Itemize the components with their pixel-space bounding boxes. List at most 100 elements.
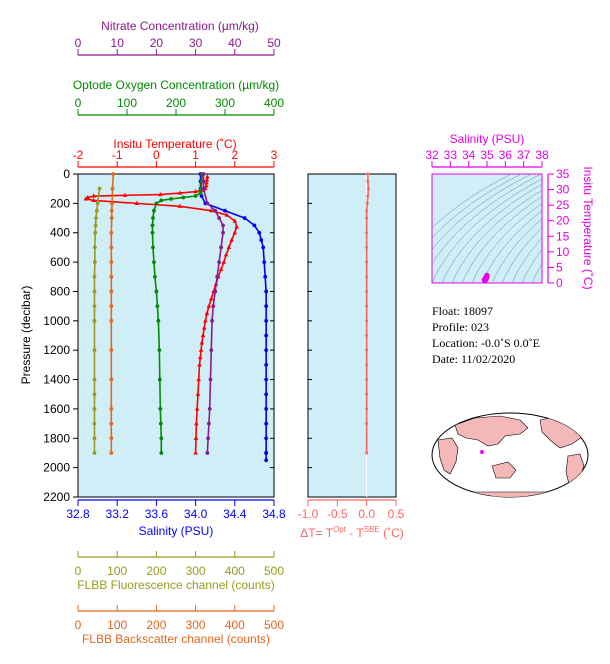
nitrate-axis-tick-label: 0 [75,36,82,50]
nitrate-axis-tick-label: 40 [228,36,242,50]
temperature-point [134,200,140,205]
ts-density-contour [531,263,542,283]
salinity-axis-tick-label: 32.8 [66,507,90,521]
salinity-axis-tick-label: 34.0 [184,507,208,521]
temperature-point [197,362,202,367]
temperature-point [199,340,205,345]
nitrate-point [211,304,216,309]
salinity-point [252,223,257,228]
ts-salinity-axis-label: Salinity (PSU) [450,132,525,146]
temperature-point [158,191,163,197]
pressure-tick-label: 600 [50,255,70,269]
salinity-axis-tick-label: 34.8 [262,507,286,521]
fluorescence-point [92,377,97,382]
backscatter-point [109,451,114,455]
nitrate-point [217,260,222,264]
delta-t-point [365,422,369,426]
date: Date: 11/02/2020 [432,352,516,366]
fluorescence-point [93,223,98,228]
salinity-axis-tick-label: 34.4 [223,507,247,521]
backscatter-point [109,260,114,264]
temperature-point [201,325,207,330]
oxygen-axis-tick-label: 0 [75,96,82,110]
fluorescence-point [94,208,99,213]
oxygen-point [158,407,163,411]
pressure-tick-label: 1600 [43,402,70,416]
map-antarctica [439,491,581,497]
fluorescence-point [92,392,97,397]
ts-plot [432,174,542,284]
salinity-point [264,436,269,441]
temperature-axis-tick-label: 3 [271,148,278,162]
delta-t-point [365,378,369,382]
ts-axes: Salinity (PSU) Insitu Temperature (˚C) 3… [425,132,595,290]
temperature-point [224,212,230,217]
ts-density-contour [511,237,542,283]
ts-density-contour [481,210,542,283]
temperature-point [194,420,199,426]
nitrate-point [207,407,212,411]
temperature-point [193,189,198,194]
temperature-point [196,376,202,382]
temperature-axis-tick-label: -2 [73,148,84,162]
delta-t-point [365,201,369,205]
backscatter-point [110,201,115,206]
oxygen-point [157,377,162,382]
oxygen-point [152,260,156,264]
temperature-point [195,391,201,396]
pressure-tick-label: 2000 [43,461,70,475]
pressure-tick-label: 1400 [43,373,70,387]
temperature-point [234,224,240,229]
profile-number: Profile: 023 [432,320,489,334]
pressure-tick-label: 2200 [43,490,70,504]
temperature-point [206,303,212,308]
ts-density-contour [432,174,512,229]
salinity-point [264,392,269,397]
ts-panel [431,173,543,284]
oxygen-point [155,304,160,309]
fluorescence-point [93,230,98,235]
pressure-tick-label: 0 [63,167,70,181]
ts-density-contour [432,174,532,251]
fluorescence-axis: FLBB Fluorescence channel (counts) 0 100 2… [75,551,284,592]
ts-density-contour [451,189,542,283]
salinity-point [264,333,269,338]
ts-density-contour [501,227,542,283]
fluorescence-axis-tick-label: 500 [264,564,284,578]
salinity-point [264,421,269,426]
ts-temperature-tick-label: 20 [556,214,570,228]
backscatter-point [109,407,114,411]
backscatter-point [109,216,114,220]
salinity-point [264,289,269,294]
backscatter-point [109,245,114,250]
nitrate-point [206,436,211,441]
fluorescence-point [94,216,98,220]
nitrate-axis: Nitrate Concentration (µm/kg) 0 10 20 30 40 5… [75,19,281,56]
salinity-axis-tick-label: 33.2 [106,507,130,521]
fluorescence-axis-tick-label: 300 [186,564,206,578]
salinity-point [199,194,204,198]
backscatter-point [109,421,114,426]
ts-temperature-tick-label: 35 [556,167,570,181]
nitrate-point [207,421,211,426]
nitrate-point [221,230,225,235]
fluorescence-point [92,407,97,411]
ts-temperature-tick-label: 15 [556,229,570,243]
salinity-axis-label: Salinity (PSU) [139,524,214,538]
backscatter-axis-tick-label: 500 [264,618,284,632]
delta-t-point [365,407,369,411]
salinity-axis: Salinity (PSU) 32.8 33.2 33.6 34.0 34.4 34.8 [66,499,286,538]
temperature-point [193,450,198,455]
ts-density-contour [432,178,542,283]
temperature-axis-tick-label: 0 [153,148,160,162]
delta-t-point [365,289,369,293]
delta-t-point [365,275,369,279]
nitrate-point [213,208,218,213]
delta-t-panel [307,173,397,498]
backscatter-point [109,436,114,441]
delta-t-point [365,245,369,249]
fluorescence-point [92,421,97,426]
temperature-point [204,310,210,316]
backscatter-point [109,208,114,213]
salinity-point [264,407,269,411]
